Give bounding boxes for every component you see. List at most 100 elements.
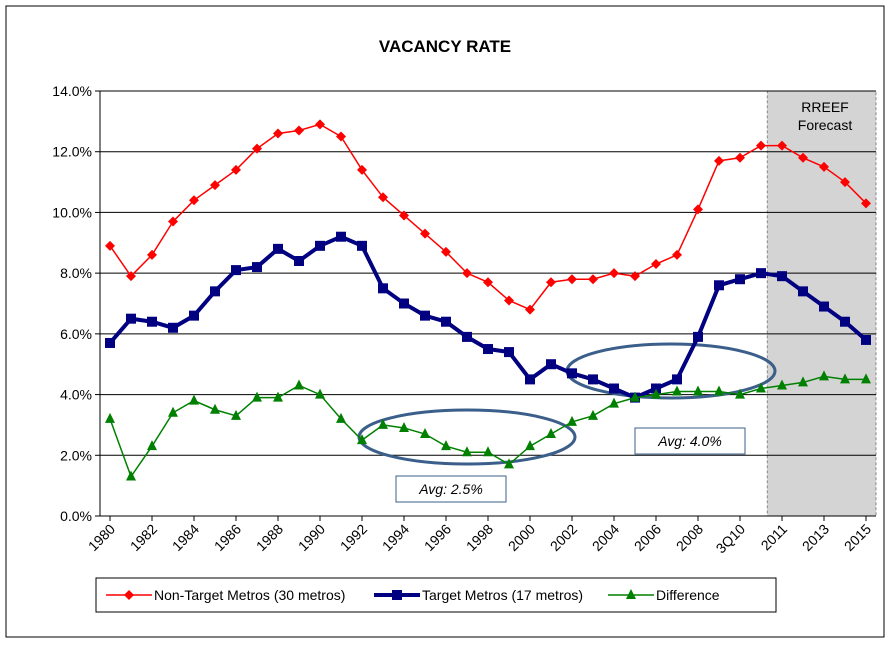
marker	[315, 119, 325, 130]
marker	[798, 286, 808, 297]
marker	[441, 440, 451, 451]
marker	[630, 391, 640, 402]
marker	[315, 240, 325, 251]
marker	[609, 383, 619, 394]
chart-title: VACANCY RATE	[379, 37, 511, 56]
marker	[147, 316, 157, 327]
marker	[105, 337, 115, 348]
marker	[567, 274, 577, 285]
marker	[546, 428, 556, 439]
marker	[294, 125, 304, 136]
marker	[336, 231, 346, 242]
marker	[315, 388, 325, 399]
marker	[378, 283, 388, 294]
marker	[672, 249, 682, 260]
marker	[840, 177, 850, 188]
marker	[504, 458, 514, 469]
y-tick-label: 4.0%	[60, 387, 92, 403]
marker	[378, 192, 388, 203]
marker	[462, 268, 472, 279]
marker	[798, 376, 808, 387]
marker	[336, 131, 346, 142]
marker	[651, 388, 661, 399]
marker	[630, 271, 640, 282]
marker	[714, 385, 724, 396]
marker	[231, 409, 241, 420]
legend-marker	[392, 590, 402, 600]
y-tick-label: 8.0%	[60, 265, 92, 281]
marker	[126, 271, 136, 282]
marker	[777, 379, 787, 390]
marker	[693, 385, 703, 396]
legend-label: Non-Target Metros (30 metros)	[154, 587, 345, 603]
annotation-box	[395, 475, 507, 503]
marker	[210, 403, 220, 414]
marker	[777, 140, 787, 151]
marker	[714, 155, 724, 166]
marker	[126, 313, 136, 324]
marker	[399, 421, 409, 432]
marker	[840, 373, 850, 384]
marker	[357, 240, 367, 251]
marker	[147, 249, 157, 260]
marker	[147, 440, 157, 451]
marker	[420, 310, 430, 321]
y-tick-label: 12.0%	[52, 144, 92, 160]
legend-box	[95, 577, 777, 613]
marker	[273, 243, 283, 254]
marker	[861, 373, 871, 384]
marker	[357, 164, 367, 175]
marker	[735, 152, 745, 163]
marker	[210, 286, 220, 297]
marker	[252, 391, 262, 402]
y-tick-label: 14.0%	[52, 83, 92, 99]
marker	[252, 262, 262, 273]
marker	[735, 388, 745, 399]
y-tick-label: 10.0%	[52, 204, 92, 220]
marker	[126, 470, 136, 481]
marker	[693, 331, 703, 342]
marker	[399, 298, 409, 309]
marker	[252, 143, 262, 154]
marker	[651, 259, 661, 270]
marker	[231, 265, 241, 276]
marker	[105, 240, 115, 251]
marker	[357, 434, 367, 445]
marker	[567, 415, 577, 426]
marker	[399, 210, 409, 221]
marker	[609, 397, 619, 408]
marker	[105, 412, 115, 423]
marker	[273, 128, 283, 139]
marker	[819, 301, 829, 312]
marker	[189, 310, 199, 321]
marker	[819, 161, 829, 172]
marker	[798, 152, 808, 163]
marker	[756, 382, 766, 393]
marker	[693, 204, 703, 215]
marker	[588, 374, 598, 385]
marker	[735, 274, 745, 285]
legend-marker	[124, 590, 134, 600]
marker	[840, 316, 850, 327]
marker	[168, 216, 178, 227]
marker	[231, 164, 241, 175]
marker	[378, 418, 388, 429]
marker	[525, 304, 535, 315]
marker	[672, 374, 682, 385]
marker	[441, 316, 451, 327]
legend-label: Target Metros (17 metros)	[422, 587, 583, 603]
marker	[210, 180, 220, 191]
marker	[504, 295, 514, 306]
marker	[756, 268, 766, 279]
marker	[462, 446, 472, 457]
marker	[861, 334, 871, 345]
marker	[483, 344, 493, 355]
marker	[819, 370, 829, 381]
marker	[525, 374, 535, 385]
y-tick-label: 0.0%	[60, 508, 92, 524]
marker	[609, 268, 619, 279]
forecast-label: RREEF	[801, 99, 848, 115]
marker	[441, 246, 451, 257]
